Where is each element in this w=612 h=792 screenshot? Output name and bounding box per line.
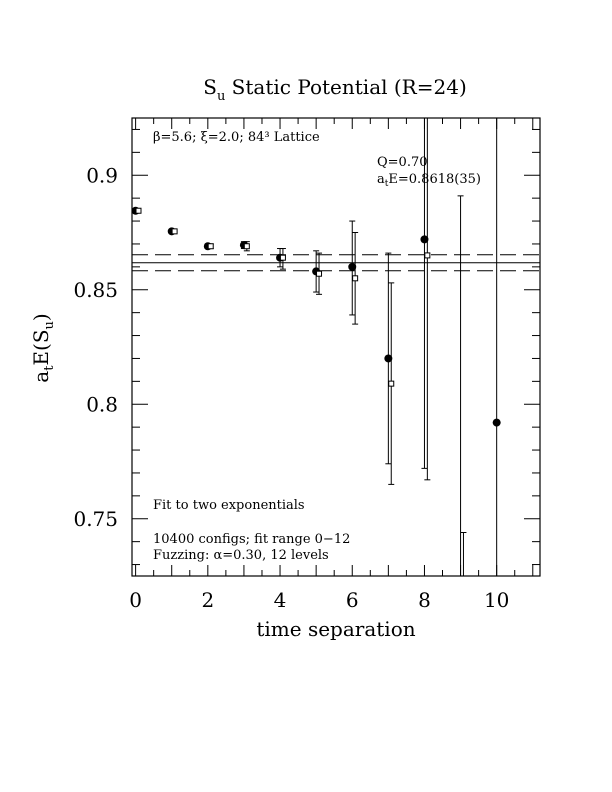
fit-energy-annotation: atE=0.8618(35) — [377, 172, 481, 189]
fit-quality-annotation: Q=0.70 — [377, 155, 428, 170]
data-markers — [131, 206, 501, 427]
x-axis-label: time separation — [256, 617, 415, 641]
fit-band — [132, 254, 540, 272]
x-tick-label: 0 — [129, 588, 142, 612]
data-point-square — [352, 275, 359, 282]
x-tick-label: 4 — [274, 588, 287, 612]
y-tick-labels: 0.75 0.8 0.85 0.9 — [73, 163, 118, 531]
data-point-square — [388, 380, 395, 387]
plot-frame — [131, 117, 541, 577]
data-point-square — [135, 207, 142, 214]
x-tick-label: 10 — [484, 588, 509, 612]
y-tick-label: 0.85 — [73, 278, 118, 302]
y-axis-label: atE(Su) — [29, 313, 57, 382]
data-point-square — [243, 243, 250, 250]
x-tick-label: 8 — [418, 588, 431, 612]
data-point-square — [279, 254, 286, 261]
title-subscript: u — [217, 89, 225, 104]
data-point-circle — [348, 262, 357, 271]
data-point-square — [171, 228, 178, 235]
configs-annotation: 10400 configs; fit range 0−12 — [153, 532, 350, 547]
fit-note-annotation: Fit to two exponentials — [153, 498, 305, 513]
chart-title: Su Static Potential (R=24) — [203, 75, 467, 104]
data-point-square — [316, 270, 323, 277]
y-tick-label: 0.75 — [73, 507, 118, 531]
data-point-circle — [384, 354, 393, 363]
data-point-circle — [420, 235, 429, 244]
x-tick-labels: 0 2 4 6 8 10 — [129, 588, 509, 612]
x-tick-label: 2 — [201, 588, 214, 612]
data-point-circle — [492, 418, 501, 427]
data-point-square — [207, 243, 214, 250]
x-tick-label: 6 — [346, 588, 359, 612]
lattice-annotation: β=5.6; ξ=2.0; 84³ Lattice — [153, 130, 320, 145]
y-tick-label: 0.9 — [86, 163, 118, 187]
data-point-square — [424, 252, 431, 259]
y-tick-label: 0.8 — [86, 392, 118, 416]
fuzzing-annotation: Fuzzing: α=0.30, 12 levels — [153, 548, 329, 563]
